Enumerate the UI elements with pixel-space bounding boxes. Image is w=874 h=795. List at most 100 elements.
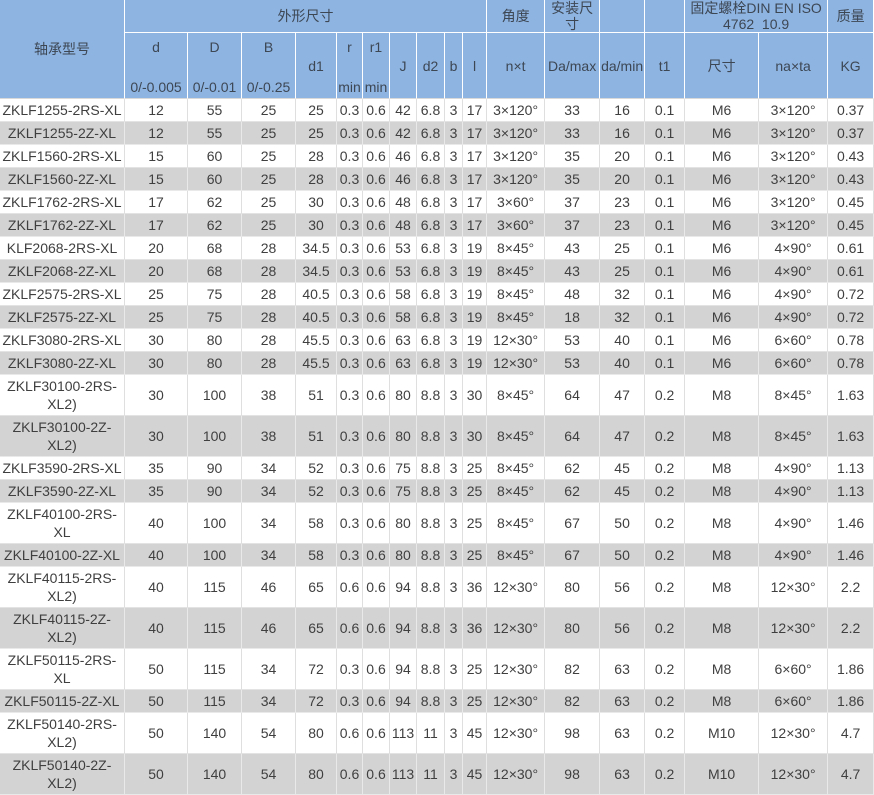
cell-kg: 2.2 [828, 608, 874, 649]
cell-Da_max: 67 [545, 503, 601, 544]
cell-nxt: 12×30° [487, 352, 546, 375]
cell-B: 28 [242, 260, 296, 283]
cell-l: 30 [463, 416, 488, 457]
cell-kg: 1.63 [828, 416, 874, 457]
cell-t1: 0.1 [645, 99, 686, 122]
cell-d: 50 [125, 649, 188, 690]
bolt-group-line2: 4762 10.9 [723, 16, 790, 32]
cell-Da_max: 48 [545, 283, 601, 306]
cell-r: 0.3 [337, 191, 363, 214]
cell-d1: 80 [296, 754, 337, 795]
cell-size: M6 [685, 237, 760, 260]
cell-model: ZKLF50115-2RS-XL [0, 649, 125, 690]
cell-r: 0.3 [337, 457, 363, 480]
cell-da_min: 45 [600, 480, 646, 503]
cell-d2: 6.8 [417, 260, 445, 283]
cell-size: M6 [685, 260, 760, 283]
cell-l: 19 [463, 283, 488, 306]
cell-D: 90 [188, 457, 242, 480]
cell-da_min: 63 [600, 649, 646, 690]
cell-t1: 0.1 [645, 352, 686, 375]
table-row: ZKLF50140-2RS-XL2) 50 140 54 80 0.6 0.6 113 11 3 4… [0, 713, 874, 754]
cell-d2: 8.8 [417, 503, 445, 544]
cell-d1: 65 [296, 608, 337, 649]
cell-b: 3 [445, 191, 463, 214]
cell-nxt: 8×45° [487, 260, 546, 283]
cell-D: 62 [188, 214, 242, 237]
cell-J: 80 [390, 503, 417, 544]
cell-J: 75 [390, 457, 417, 480]
cell-t1: 0.1 [645, 122, 686, 145]
cell-Da_max: 80 [545, 567, 601, 608]
cell-r: 0.3 [337, 352, 363, 375]
table-row: ZKLF2575-2RS-XL 25 75 28 40.5 0.3 0.6 58 6.8 3 19 8… [0, 283, 874, 306]
cell-d2: 11 [417, 754, 445, 795]
cell-t1: 0.1 [645, 306, 686, 329]
cell-D: 115 [188, 608, 242, 649]
cell-d2: 8.8 [417, 375, 445, 416]
cell-D: 115 [188, 649, 242, 690]
cell-d1: 58 [296, 544, 337, 567]
cell-t1: 0.1 [645, 260, 686, 283]
cell-J: 46 [390, 168, 417, 191]
cell-kg: 0.61 [828, 260, 874, 283]
cell-da_min: 47 [600, 416, 646, 457]
cell-nxt: 8×45° [487, 503, 546, 544]
cell-t1: 0.1 [645, 168, 686, 191]
cell-r1: 0.6 [363, 99, 390, 122]
cell-r: 0.3 [337, 480, 363, 503]
cell-d: 40 [125, 608, 188, 649]
cell-t1: 0.2 [645, 754, 686, 795]
cell-d2: 8.8 [417, 608, 445, 649]
col-header-Da-max: Da/max [545, 33, 601, 99]
table-row: ZKLF1762-2RS-XL 17 62 25 30 0.3 0.6 48 6.8 3 17 3×6… [0, 191, 874, 214]
cell-J: 48 [390, 214, 417, 237]
col-header-t1: t1 [645, 33, 686, 99]
cell-kg: 0.37 [828, 99, 874, 122]
cell-d2: 6.8 [417, 191, 445, 214]
cell-b: 3 [445, 690, 463, 713]
cell-da_min: 56 [600, 567, 646, 608]
cell-r1: 0.6 [363, 214, 390, 237]
col-header-d1: d1 [296, 33, 337, 99]
cell-nxt: 8×45° [487, 237, 546, 260]
cell-d1: 51 [296, 416, 337, 457]
cell-size: M8 [685, 480, 760, 503]
cell-t1: 0.1 [645, 145, 686, 168]
cell-Da_max: 37 [545, 214, 601, 237]
cell-d1: 58 [296, 503, 337, 544]
cell-l: 19 [463, 260, 488, 283]
cell-Da_max: 33 [545, 122, 601, 145]
mounting-group-header: 安装尺寸 [545, 0, 601, 33]
cell-D: 80 [188, 329, 242, 352]
cell-d2: 6.8 [417, 237, 445, 260]
cell-model: ZKLF40115-2RS-XL2) [0, 567, 125, 608]
cell-d2: 6.8 [417, 283, 445, 306]
cell-size: M10 [685, 713, 760, 754]
cell-r1: 0.6 [363, 168, 390, 191]
cell-Da_max: 33 [545, 99, 601, 122]
cell-size: M6 [685, 306, 760, 329]
cell-da_min: 50 [600, 503, 646, 544]
cell-naxta: 6×60° [759, 352, 829, 375]
cell-da_min: 25 [600, 237, 646, 260]
bolt-group-line1: 固定螺栓DIN EN ISO [690, 0, 822, 16]
cell-naxta: 3×120° [759, 99, 829, 122]
cell-size: M6 [685, 329, 760, 352]
cell-d: 17 [125, 191, 188, 214]
cell-naxta: 3×120° [759, 122, 829, 145]
cell-d: 40 [125, 567, 188, 608]
cell-d2: 8.8 [417, 457, 445, 480]
col-header-naxta: na×ta [759, 33, 829, 99]
cell-size: M6 [685, 168, 760, 191]
cell-kg: 0.72 [828, 306, 874, 329]
cell-B: 38 [242, 416, 296, 457]
cell-Da_max: 80 [545, 608, 601, 649]
cell-model: ZKLF2068-2Z-XL [0, 260, 125, 283]
cell-d1: 28 [296, 145, 337, 168]
cell-r1: 0.6 [363, 191, 390, 214]
cell-r1: 0.6 [363, 306, 390, 329]
cell-t1: 0.2 [645, 690, 686, 713]
cell-nxt: 12×30° [487, 690, 546, 713]
